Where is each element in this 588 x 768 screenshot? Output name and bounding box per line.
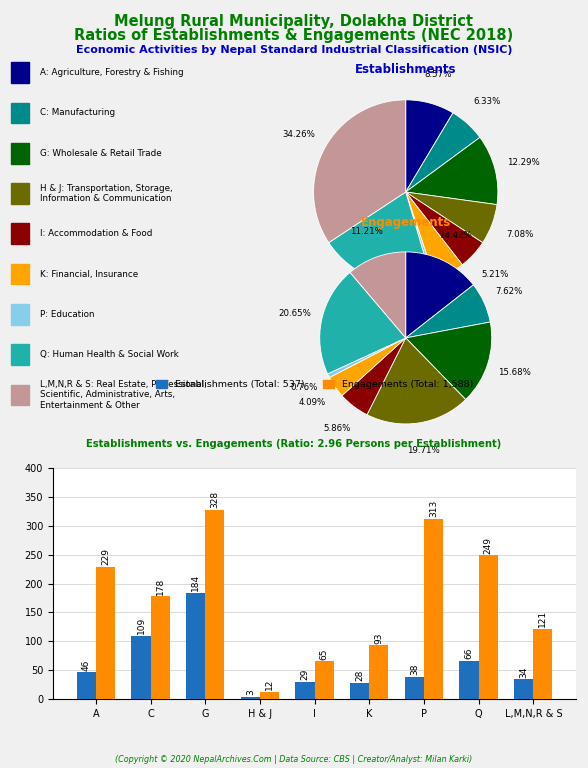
Text: Establishments vs. Engagements (Ratio: 2.96 Persons per Establishment): Establishments vs. Engagements (Ratio: 2… xyxy=(86,439,502,449)
Text: 313: 313 xyxy=(429,500,438,517)
Text: Economic Activities by Nepal Standard Industrial Classification (NSIC): Economic Activities by Nepal Standard In… xyxy=(76,45,512,55)
Bar xyxy=(131,636,151,699)
Bar xyxy=(533,629,553,699)
Bar xyxy=(240,697,260,699)
Bar xyxy=(350,683,369,699)
Wedge shape xyxy=(406,113,480,192)
Wedge shape xyxy=(406,285,490,338)
Text: 7.08%: 7.08% xyxy=(506,230,533,240)
Text: 7.62%: 7.62% xyxy=(496,286,523,296)
Text: 38: 38 xyxy=(410,664,419,675)
Text: 11.21%: 11.21% xyxy=(350,227,383,236)
Bar xyxy=(76,673,96,699)
Bar xyxy=(205,510,225,699)
Text: Melung Rural Municipality, Dolakha District: Melung Rural Municipality, Dolakha Distr… xyxy=(115,14,473,29)
Text: 34.26%: 34.26% xyxy=(282,130,315,139)
Wedge shape xyxy=(329,192,432,284)
Text: 15.68%: 15.68% xyxy=(497,368,530,376)
Bar xyxy=(295,682,315,699)
Text: G: Wholesale & Retail Trade: G: Wholesale & Retail Trade xyxy=(39,149,161,157)
Text: Q: Human Health & Social Work: Q: Human Health & Social Work xyxy=(39,350,178,359)
Wedge shape xyxy=(320,273,406,374)
Wedge shape xyxy=(313,100,406,243)
Bar xyxy=(11,263,29,284)
Text: 249: 249 xyxy=(484,537,493,554)
Bar xyxy=(96,567,115,699)
Bar xyxy=(405,677,424,699)
Text: 109: 109 xyxy=(136,617,145,634)
Wedge shape xyxy=(328,338,406,378)
Wedge shape xyxy=(406,192,483,265)
Text: 5.40%: 5.40% xyxy=(449,295,477,304)
Text: L,M,N,R & S: Real Estate, Professional,
Scientific, Administrative, Arts,
Entert: L,M,N,R & S: Real Estate, Professional, … xyxy=(39,380,206,410)
Text: 93: 93 xyxy=(375,632,383,644)
Bar xyxy=(11,143,29,164)
Text: 34: 34 xyxy=(519,666,528,677)
Text: 65: 65 xyxy=(320,648,329,660)
Bar xyxy=(479,555,498,699)
Text: 0.56%: 0.56% xyxy=(429,303,456,313)
Legend: Establishments (Total: 537), Engagements (Total: 1,588): Establishments (Total: 537), Engagements… xyxy=(152,376,477,393)
Text: 229: 229 xyxy=(101,548,110,565)
Text: 3: 3 xyxy=(246,690,255,696)
Text: 19.71%: 19.71% xyxy=(406,445,439,455)
Text: 121: 121 xyxy=(539,611,547,627)
Text: 66: 66 xyxy=(465,647,473,659)
Bar xyxy=(459,660,479,699)
Text: 29: 29 xyxy=(300,669,309,680)
Text: 184: 184 xyxy=(191,574,200,591)
Wedge shape xyxy=(406,192,435,280)
Text: 328: 328 xyxy=(211,491,219,508)
Bar xyxy=(260,692,279,699)
Text: 5.86%: 5.86% xyxy=(323,424,350,432)
Text: 5.21%: 5.21% xyxy=(482,270,509,279)
Wedge shape xyxy=(406,322,492,399)
Title: Establishments: Establishments xyxy=(355,63,456,75)
Bar xyxy=(514,679,533,699)
Text: 14.42%: 14.42% xyxy=(439,231,472,240)
Text: 20.65%: 20.65% xyxy=(279,309,311,318)
Bar xyxy=(186,593,205,699)
Bar xyxy=(11,304,29,325)
Text: 12: 12 xyxy=(265,679,274,690)
Bar xyxy=(11,184,29,204)
Bar xyxy=(315,661,334,699)
Text: 4.09%: 4.09% xyxy=(299,399,326,407)
Text: 6.33%: 6.33% xyxy=(474,98,501,107)
Text: P: Education: P: Education xyxy=(39,310,94,319)
Text: 20.30%: 20.30% xyxy=(348,302,380,311)
Wedge shape xyxy=(342,338,406,415)
Wedge shape xyxy=(350,252,406,338)
Text: H & J: Transportation, Storage,
Information & Communication: H & J: Transportation, Storage, Informat… xyxy=(39,184,172,204)
Text: 12.29%: 12.29% xyxy=(507,157,540,167)
Wedge shape xyxy=(367,338,466,424)
Wedge shape xyxy=(406,192,462,280)
Bar xyxy=(424,518,443,699)
Text: I: Accommodation & Food: I: Accommodation & Food xyxy=(39,230,152,238)
Bar xyxy=(11,103,29,124)
Bar xyxy=(11,62,29,83)
Bar xyxy=(151,596,170,699)
Text: 8.57%: 8.57% xyxy=(425,70,452,79)
Text: K: Financial, Insurance: K: Financial, Insurance xyxy=(39,270,138,279)
Wedge shape xyxy=(406,137,498,204)
Wedge shape xyxy=(329,338,406,396)
Text: A: Agriculture, Forestry & Fishing: A: Agriculture, Forestry & Fishing xyxy=(39,68,183,78)
Text: Ratios of Establishments & Engagements (NEC 2018): Ratios of Establishments & Engagements (… xyxy=(74,28,514,44)
Wedge shape xyxy=(406,252,473,338)
Wedge shape xyxy=(406,100,453,192)
Text: 28: 28 xyxy=(355,670,364,681)
Wedge shape xyxy=(406,192,497,243)
Bar xyxy=(11,344,29,365)
Text: 46: 46 xyxy=(82,659,91,670)
Bar xyxy=(369,645,389,699)
Text: C: Manufacturing: C: Manufacturing xyxy=(39,108,115,118)
Text: (Copyright © 2020 NepalArchives.Com | Data Source: CBS | Creator/Analyst: Milan : (Copyright © 2020 NepalArchives.Com | Da… xyxy=(115,755,473,764)
Text: 0.76%: 0.76% xyxy=(290,383,318,392)
Title: Engagements: Engagements xyxy=(360,217,451,229)
Bar xyxy=(11,385,29,406)
Text: 178: 178 xyxy=(156,578,165,594)
Bar xyxy=(11,223,29,244)
